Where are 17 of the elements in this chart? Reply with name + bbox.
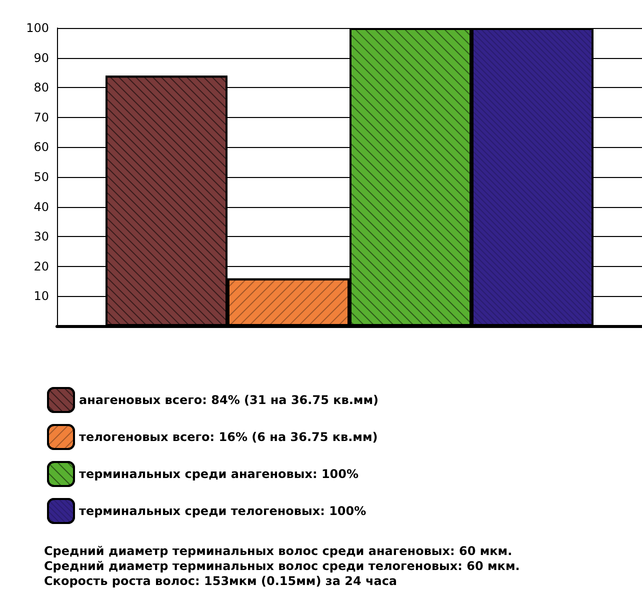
legend-label: телогеновых всего: 16% (6 на 36.75 кв.мм) [79,430,378,444]
y-tick-label: 90 [34,50,49,65]
legend-label: анагеновых всего: 84% (31 на 36.75 кв.мм) [79,393,378,407]
text: Скорость роста волос: 153мкм (0.15мм) за 24 часа [44,574,398,588]
y-tick-label: 80 [34,80,49,95]
y-tick-label: 30 [34,230,49,244]
y-tick-label: 100 [26,21,49,35]
y-tick-label: 40 [34,200,49,214]
legend-label: терминальных среди телогеновых: 100% [79,504,366,518]
y-tick-label: 70 [34,110,49,124]
y-tick-label: 10 [34,289,49,304]
text: Средний диаметр терминальных волос среди телогеновых: 60 мкм. [44,559,520,573]
text: Средний диаметр терминальных волос среди анагеновых: 60 мкм. [44,544,512,558]
y-tick-label: 20 [34,259,49,274]
legend-label: терминальных среди анагеновых: 100% [79,467,359,481]
y-tick-label: 50 [34,170,49,184]
y-tick-label: 60 [34,140,49,154]
